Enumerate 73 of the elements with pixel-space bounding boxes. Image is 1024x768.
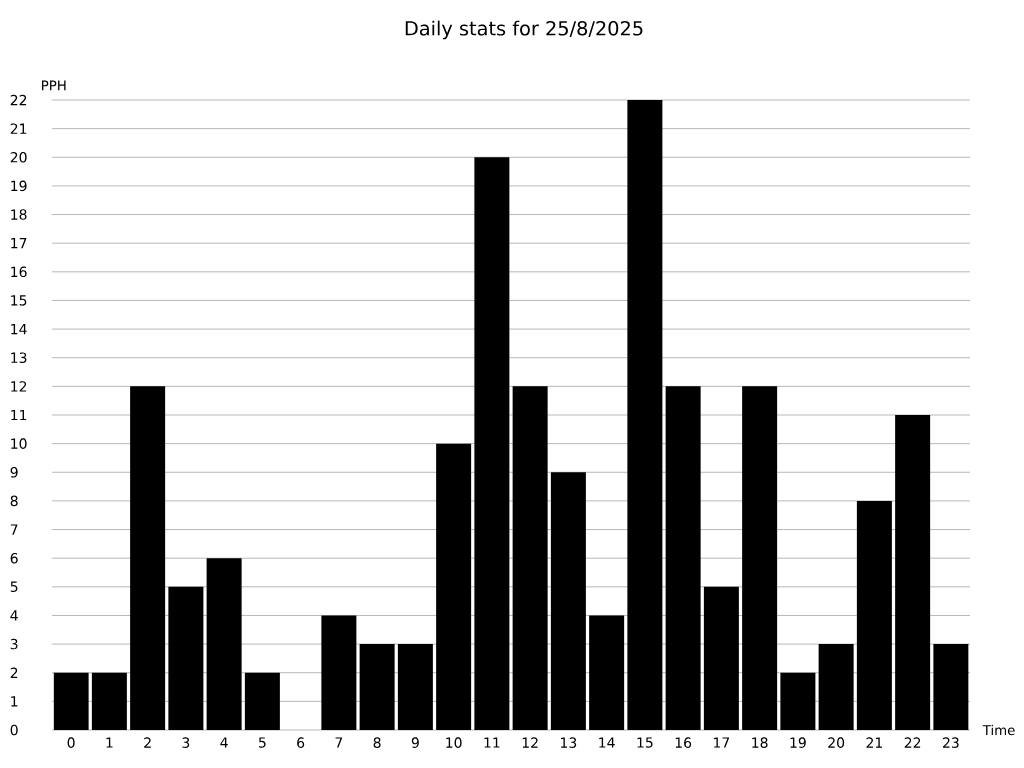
x-tick-label: 12	[522, 737, 538, 748]
bar	[91, 672, 127, 730]
y-tick-label: 16	[11, 266, 27, 278]
y-tick-label: 0	[10, 724, 18, 736]
y-tick-label: 14	[11, 323, 27, 335]
bar	[589, 615, 625, 730]
y-tick-label: 13	[11, 352, 27, 364]
y-tick-label: 7	[10, 524, 18, 535]
y-tick-label: 17	[11, 238, 27, 249]
x-tick-label: 10	[446, 737, 462, 748]
y-tick-label: 10	[11, 438, 27, 449]
x-tick-label: 19	[790, 737, 806, 748]
bar	[818, 644, 854, 730]
y-tick-label: 22	[10, 94, 27, 106]
bar	[665, 386, 701, 730]
x-axis-title: Time	[982, 724, 1015, 736]
bar	[321, 615, 357, 730]
bar	[627, 99, 663, 730]
chart-title: Daily stats for 25/8/2025	[405, 20, 643, 40]
bar	[703, 586, 739, 730]
bar	[856, 500, 892, 730]
y-tick-label: 15	[11, 295, 27, 306]
x-tick-label: 18	[752, 737, 768, 748]
bar	[933, 644, 969, 730]
y-tick-label: 8	[10, 495, 18, 507]
x-tick-label: 20	[828, 737, 845, 748]
x-tick-label: 3	[182, 737, 190, 748]
bar	[780, 672, 816, 730]
x-tick-label: 22	[904, 737, 921, 748]
bar	[895, 415, 931, 730]
bar	[53, 672, 89, 730]
bar	[436, 443, 472, 730]
x-tick-label: 13	[561, 737, 577, 748]
x-tick-label: 21	[866, 737, 882, 748]
y-tick-label: 21	[10, 123, 27, 134]
x-tick-label: 8	[373, 737, 381, 748]
y-tick-label: 18	[11, 209, 27, 220]
bar	[397, 644, 433, 730]
x-tick-label: 16	[675, 737, 692, 748]
bar	[359, 644, 395, 730]
x-tick-label: 11	[484, 737, 500, 748]
y-tick-label: 6	[10, 552, 18, 564]
bar	[474, 157, 510, 730]
y-tick-label: 11	[11, 409, 27, 421]
bar	[550, 472, 586, 730]
y-tick-label: 3	[10, 638, 18, 650]
x-tick-label: 15	[637, 737, 653, 748]
y-tick-label: 1	[11, 696, 18, 707]
bar	[168, 586, 204, 730]
bar	[742, 386, 778, 730]
y-axis-title: PPH	[42, 80, 66, 91]
x-tick-label: 5	[259, 737, 266, 748]
y-tick-label: 5	[10, 581, 18, 593]
y-tick-label: 20	[10, 151, 27, 163]
x-tick-label: 4	[220, 737, 228, 748]
y-tick-label: 9	[10, 466, 18, 478]
y-tick-label: 4	[10, 610, 18, 621]
x-tick-label: 2	[144, 737, 151, 748]
x-tick-label: 0	[67, 737, 75, 748]
bar	[130, 386, 166, 730]
y-tick-label: 12	[11, 381, 27, 392]
x-tick-label: 17	[714, 737, 730, 748]
y-tick-label: 19	[11, 180, 27, 192]
x-tick-label: 6	[297, 737, 305, 748]
x-tick-label: 23	[943, 737, 959, 748]
bar	[206, 558, 242, 730]
x-tick-label: 9	[411, 737, 419, 748]
bar	[244, 672, 280, 730]
x-tick-label: 14	[599, 737, 615, 748]
x-tick-label: 1	[106, 737, 113, 748]
y-tick-label: 2	[10, 667, 18, 678]
x-tick-label: 7	[335, 737, 343, 748]
bar	[512, 386, 548, 730]
